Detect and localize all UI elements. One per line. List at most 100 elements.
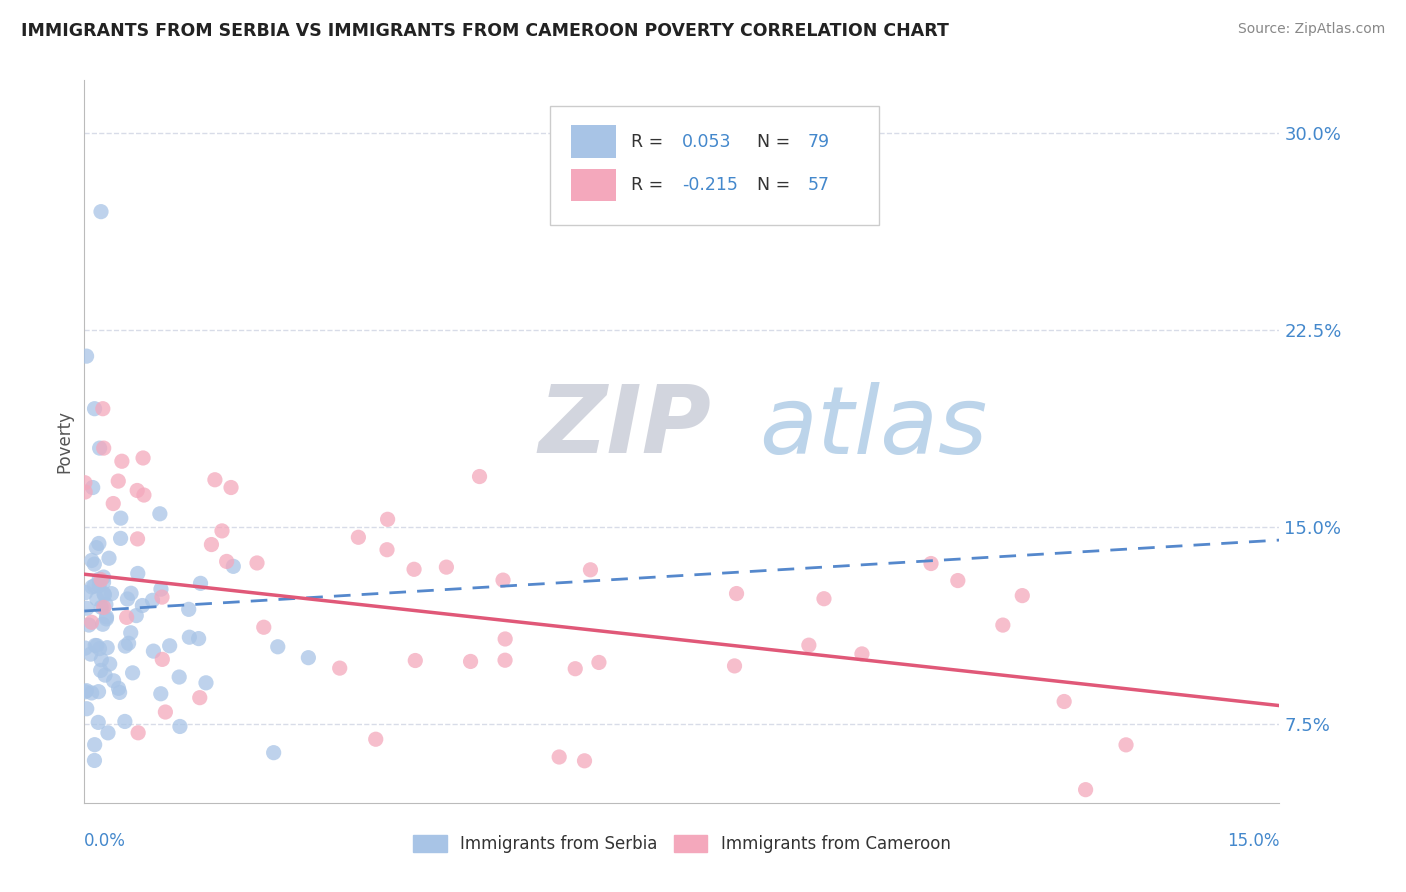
Point	[75, 641, 97, 656]
Point	[204, 473, 226, 487]
Point	[375, 542, 398, 557]
Point	[131, 599, 153, 613]
Point	[142, 644, 165, 658]
Point	[83, 557, 105, 571]
Point	[150, 652, 173, 666]
Point	[89, 441, 111, 455]
Text: N =: N =	[758, 133, 796, 151]
Point	[94, 668, 117, 682]
Point	[83, 738, 105, 752]
Point	[1011, 589, 1033, 603]
Point	[91, 401, 114, 416]
Y-axis label: Poverty: Poverty	[55, 410, 73, 473]
Point	[83, 754, 105, 768]
Point	[89, 572, 111, 586]
Point	[90, 600, 112, 615]
Point	[75, 585, 97, 599]
Point	[103, 673, 125, 688]
Point	[219, 481, 242, 495]
Point	[195, 675, 218, 690]
Point	[120, 586, 142, 600]
Point	[117, 592, 139, 607]
Point	[110, 532, 132, 546]
Point	[80, 580, 103, 594]
Point	[851, 647, 873, 661]
Point	[246, 556, 269, 570]
Point	[492, 573, 515, 587]
Point	[97, 726, 120, 740]
Point	[120, 625, 142, 640]
Text: R =: R =	[630, 176, 668, 194]
Point	[96, 640, 118, 655]
Text: ZIP: ZIP	[538, 381, 711, 473]
Point	[468, 469, 491, 483]
Point	[149, 687, 172, 701]
Point	[548, 750, 571, 764]
Point	[96, 612, 118, 626]
FancyBboxPatch shape	[571, 169, 616, 202]
Point	[579, 563, 602, 577]
Point	[211, 524, 233, 538]
Point	[377, 512, 399, 526]
Point	[90, 664, 112, 678]
Point	[90, 573, 112, 587]
Point	[155, 705, 177, 719]
Point	[76, 702, 98, 716]
Point	[93, 600, 115, 615]
Point	[98, 657, 121, 671]
Point	[86, 541, 108, 555]
Point	[93, 441, 115, 455]
Point	[117, 636, 139, 650]
Point	[263, 746, 285, 760]
Point	[89, 641, 111, 656]
Point	[253, 620, 276, 634]
Point	[434, 560, 457, 574]
Text: 0.053: 0.053	[682, 133, 731, 151]
Point	[132, 488, 155, 502]
Point	[91, 617, 114, 632]
Point	[920, 557, 942, 571]
Point	[80, 615, 103, 630]
Point	[991, 618, 1014, 632]
Point	[297, 650, 319, 665]
Point	[150, 590, 173, 604]
Point	[329, 661, 352, 675]
Point	[87, 684, 110, 698]
FancyBboxPatch shape	[571, 126, 616, 158]
Point	[86, 591, 108, 606]
Point	[107, 474, 129, 488]
Point	[77, 618, 100, 632]
Point	[177, 602, 200, 616]
Point	[83, 579, 105, 593]
Point	[93, 586, 115, 600]
Point	[76, 349, 98, 363]
Text: R =: R =	[630, 133, 668, 151]
Point	[127, 483, 149, 498]
Point	[75, 485, 97, 500]
Point	[75, 685, 97, 699]
Text: IMMIGRANTS FROM SERBIA VS IMMIGRANTS FROM CAMEROON POVERTY CORRELATION CHART: IMMIGRANTS FROM SERBIA VS IMMIGRANTS FRO…	[21, 22, 949, 40]
Text: 57: 57	[807, 176, 830, 194]
Point	[80, 647, 103, 661]
Point	[115, 610, 138, 624]
Text: 15.0%: 15.0%	[1227, 831, 1279, 850]
Point	[94, 598, 117, 612]
Point	[87, 715, 110, 730]
Point	[87, 536, 110, 550]
Point	[364, 732, 387, 747]
Point	[1053, 694, 1076, 708]
Point	[121, 665, 143, 680]
Point	[267, 640, 290, 654]
Point	[149, 507, 172, 521]
Point	[169, 719, 191, 733]
Point	[98, 551, 121, 566]
Point	[797, 638, 820, 652]
Point	[80, 686, 103, 700]
Point	[96, 610, 118, 624]
Point	[127, 726, 149, 740]
Text: atlas: atlas	[759, 382, 988, 473]
Point	[404, 653, 426, 667]
Point	[93, 575, 115, 590]
Point	[110, 511, 132, 525]
Point	[149, 582, 172, 597]
